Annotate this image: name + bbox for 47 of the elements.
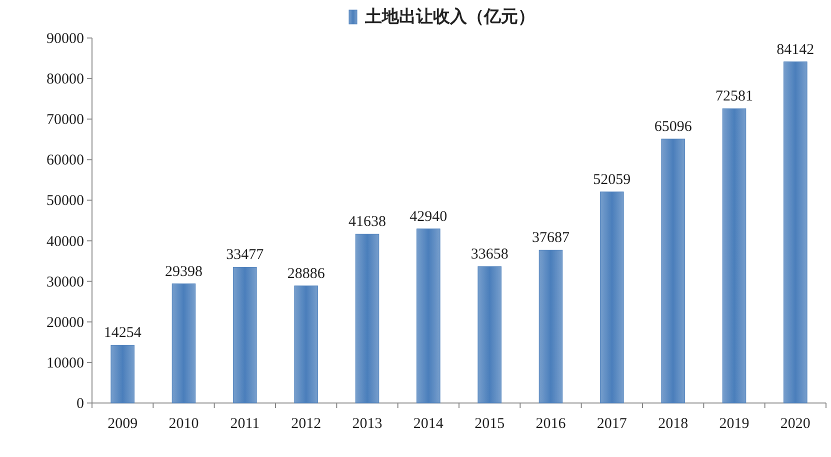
- data-label: 72581: [716, 88, 753, 105]
- y-tick-label: 70000: [46, 112, 84, 128]
- bar: [294, 286, 318, 404]
- x-tick-label: 2017: [596, 416, 628, 432]
- x-tick-label: 2012: [291, 416, 322, 432]
- x-tick-label: 2009: [108, 416, 138, 432]
- x-tick-label: 2016: [536, 416, 566, 432]
- y-tick-label: 90000: [46, 31, 84, 47]
- bar: [538, 250, 563, 404]
- bar: [784, 62, 808, 404]
- x-tick-label: 2018: [658, 416, 688, 432]
- data-label: 65096: [654, 119, 692, 135]
- bar: [661, 138, 685, 404]
- x-tick-label: 2010: [168, 416, 199, 432]
- x-tick-label: 2014: [413, 416, 444, 432]
- x-tick-label: 2015: [474, 416, 505, 432]
- data-label: 41638: [348, 214, 386, 230]
- y-tick-label: 0: [76, 396, 84, 412]
- y-tick-label: 80000: [46, 72, 84, 88]
- bar: [478, 266, 502, 404]
- data-label: 33477: [226, 247, 264, 264]
- data-label: 52059: [593, 172, 631, 188]
- data-label: 42940: [410, 208, 448, 225]
- data-label: 14254: [104, 325, 142, 342]
- data-label: 37687: [532, 230, 570, 246]
- bar: [233, 266, 257, 404]
- y-tick-label: 30000: [46, 274, 84, 290]
- bar: [110, 344, 134, 404]
- x-tick-label: 2020: [780, 416, 810, 432]
- bar: [355, 234, 380, 404]
- data-label: 84142: [776, 42, 814, 58]
- bar: [722, 108, 746, 404]
- data-label: 28886: [287, 266, 326, 282]
- x-tick-label: 2019: [719, 416, 750, 432]
- y-tick-label: 40000: [46, 234, 84, 250]
- data-label: 33658: [470, 246, 508, 262]
- y-tick-label: 20000: [46, 314, 84, 331]
- y-tick-label: 10000: [46, 355, 84, 372]
- data-label: 29398: [165, 264, 202, 280]
- x-tick-label: 2013: [352, 416, 382, 432]
- y-tick-label: 60000: [46, 152, 84, 169]
- x-tick-label: 2011: [230, 416, 260, 432]
- y-tick-label: 50000: [46, 193, 84, 210]
- bar: [416, 228, 440, 404]
- bar: [172, 284, 196, 404]
- legend-label: 土地出让收入（亿元）: [364, 7, 535, 27]
- bar: [600, 192, 624, 404]
